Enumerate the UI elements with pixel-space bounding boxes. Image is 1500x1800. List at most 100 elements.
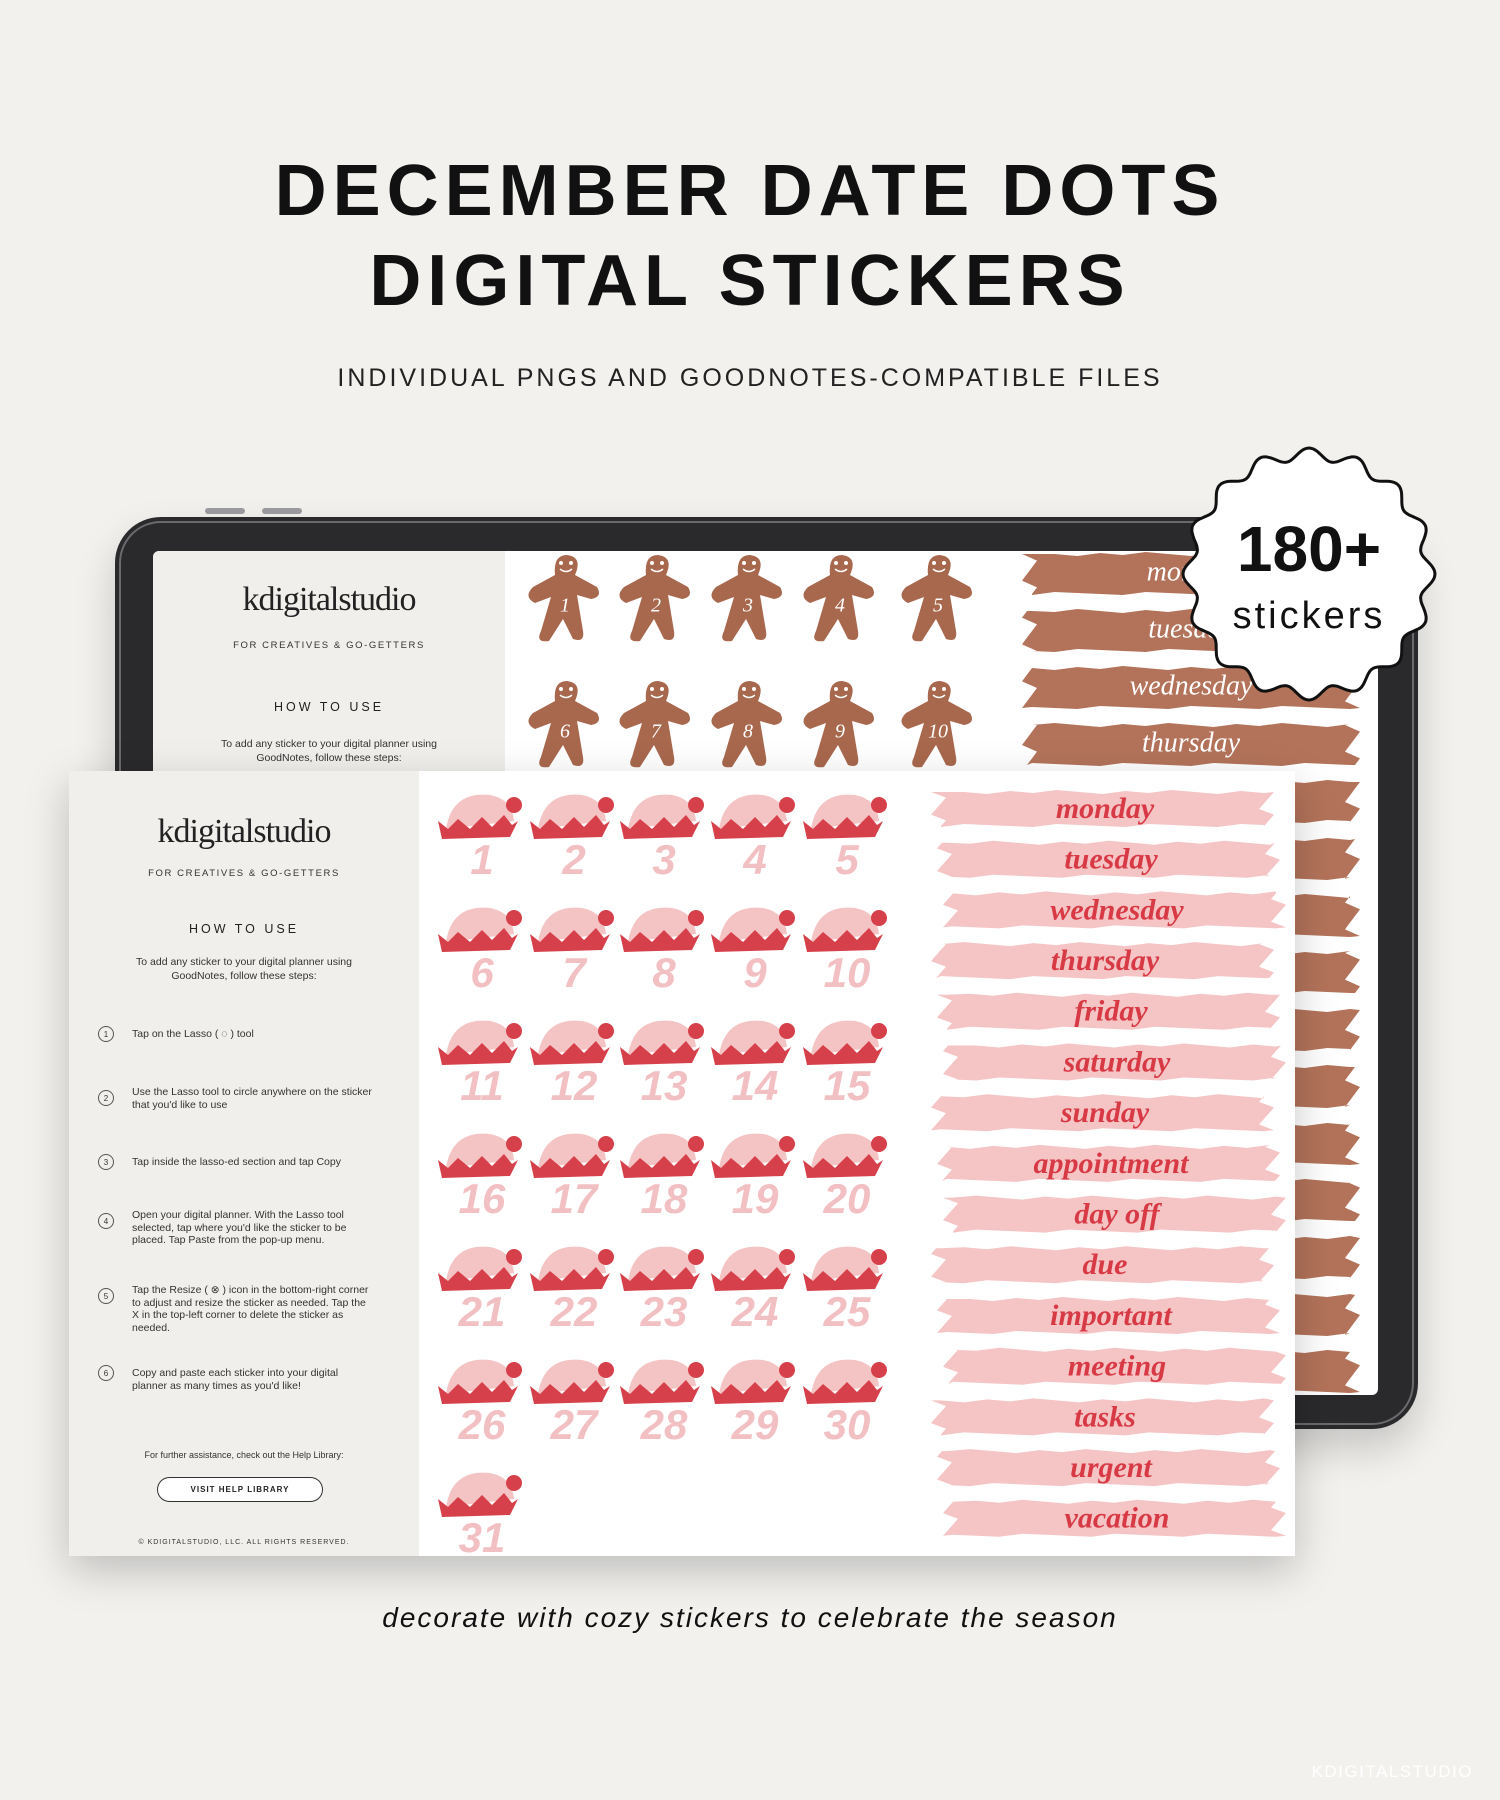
step-text: Tap inside the lasso-ed section and tap … [132, 1156, 341, 1168]
hat-pompom [598, 1249, 614, 1265]
step-text: Use the Lasso tool to circle anywhere on… [132, 1086, 372, 1111]
hat-dome [811, 1133, 879, 1168]
gingerbread-sticker: 4 [803, 555, 874, 642]
hat-dome [538, 1133, 606, 1168]
hat-brim [711, 1380, 791, 1404]
hat-brim [438, 928, 518, 952]
label-stroke [937, 840, 1280, 878]
date-dot-sticker: 28 [620, 1359, 704, 1448]
hat-brim [438, 1380, 518, 1404]
gingerbread-number: 2 [651, 595, 661, 617]
gingerbread-sticker: 5 [901, 555, 972, 642]
hat-brim [803, 1154, 883, 1178]
hat-pompom [779, 1249, 795, 1265]
gingerbread-body [901, 681, 972, 768]
gingerbread-sticker: 7 [619, 681, 690, 768]
hat-pompom [871, 797, 887, 813]
label-stroke [931, 790, 1274, 827]
date-dot-sticker: 5 [803, 794, 887, 883]
hat-brim [803, 1267, 883, 1291]
date-dot-sticker: 13 [620, 1020, 704, 1109]
hat-brim [530, 1267, 610, 1291]
hat-brim [803, 1041, 883, 1065]
label-stroke [937, 1144, 1280, 1182]
label-stroke [931, 1094, 1274, 1132]
gingerbread-body [711, 555, 782, 642]
date-number: 3 [652, 836, 675, 883]
eye [752, 561, 756, 565]
date-dot-sticker: 18 [620, 1133, 704, 1222]
hat-dome [811, 1359, 879, 1394]
brand: kdigitalstudio [157, 813, 332, 850]
gingerbread-number: 3 [742, 595, 753, 617]
help-button[interactable]: VISIT HELP LIBRARY [157, 1477, 323, 1502]
caption: decorate with cozy stickers to celebrate… [382, 1602, 1118, 1633]
hat-dome [538, 1246, 606, 1281]
date-number: 16 [459, 1175, 506, 1222]
step-text: Tap the Resize ( ⊗ ) icon in the bottom-… [132, 1284, 369, 1334]
date-number: 4 [742, 836, 766, 883]
intro: To add any sticker to your digital plann… [221, 738, 437, 764]
tablet-button [262, 508, 302, 514]
date-number: 25 [823, 1288, 871, 1335]
label-stroke [937, 992, 1280, 1030]
date-dot-sticker: 17 [530, 1133, 614, 1222]
date-number: 21 [458, 1288, 506, 1335]
title-line: DECEMBER DATE DOTS [274, 151, 1226, 231]
label-text: vacation [1065, 1502, 1170, 1535]
eye [932, 687, 936, 691]
date-number: 29 [731, 1401, 779, 1448]
hat-pompom [688, 797, 704, 813]
label-text: thursday [1142, 727, 1241, 758]
hat-pompom [779, 797, 795, 813]
date-number: 18 [641, 1175, 688, 1222]
subtitle: INDIVIDUAL PNGS AND GOODNOTES-COMPATIBLE… [337, 364, 1163, 392]
smile [559, 568, 573, 573]
hat-brim [711, 1041, 791, 1065]
hat-pompom [506, 1249, 522, 1265]
label-text: appointment [1033, 1147, 1190, 1180]
hat-dome [446, 1133, 514, 1168]
gingerbread-body [803, 555, 874, 642]
smile [834, 568, 848, 573]
hat-dome [628, 1020, 696, 1055]
hat-dome [811, 1020, 879, 1055]
date-dot-sticker: 4 [711, 794, 795, 883]
hat-brim [803, 815, 883, 839]
hat-brim [530, 1380, 610, 1404]
gingerbread-number: 8 [743, 721, 753, 743]
hat-dome [811, 794, 879, 829]
label-stroke [931, 1398, 1274, 1436]
gingerbread-number: 1 [560, 595, 570, 617]
date-number: 15 [824, 1062, 871, 1109]
hat-brim [530, 928, 610, 952]
hat-brim [711, 1154, 791, 1178]
date-number: 11 [460, 1062, 504, 1109]
step-text: Tap on the Lasso ( ◌ ) tool [132, 1028, 254, 1040]
hat-pompom [598, 1136, 614, 1152]
label-text: meeting [1068, 1350, 1166, 1383]
date-number: 19 [732, 1175, 779, 1222]
brand: kdigitalstudio [242, 581, 417, 618]
hat-dome [811, 907, 879, 942]
hat-dome [811, 1246, 879, 1281]
label-text: saturday [1063, 1045, 1171, 1078]
hat-dome [628, 1359, 696, 1394]
date-number: 12 [551, 1062, 598, 1109]
hat-brim [438, 1267, 518, 1291]
date-dot-sticker: 8 [620, 907, 704, 996]
eye [742, 687, 746, 691]
date-dot-sticker: 20 [803, 1133, 887, 1222]
date-dot-sticker: 9 [711, 907, 795, 996]
hat-dome [446, 1472, 514, 1507]
hat-pompom [871, 910, 887, 926]
hat-pompom [688, 1249, 704, 1265]
hat-pompom [779, 1136, 795, 1152]
label-stroke [943, 1347, 1286, 1385]
label-text: important [1050, 1299, 1173, 1332]
eye [834, 561, 838, 565]
eye [650, 687, 654, 691]
date-dot-sticker: 27 [530, 1359, 614, 1448]
date-number: 7 [562, 949, 587, 996]
gingerbread-number: 5 [933, 595, 943, 617]
